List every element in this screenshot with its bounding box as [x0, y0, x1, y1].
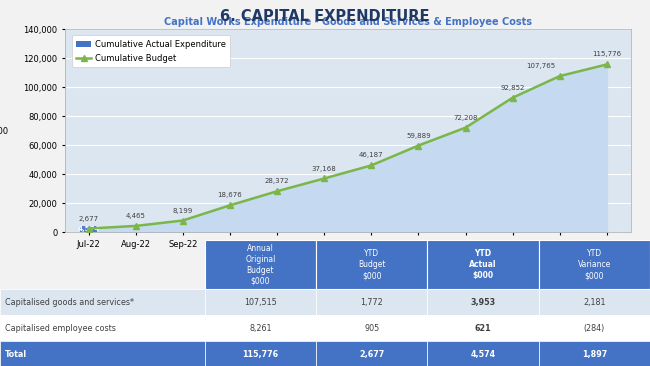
- Bar: [316, 341, 428, 366]
- Legend: Cumulative Actual Expenditure, Cumulative Budget: Cumulative Actual Expenditure, Cumulativ…: [72, 36, 231, 67]
- Bar: [0, 315, 205, 341]
- Text: 4,465: 4,465: [125, 213, 146, 219]
- Text: 8,199: 8,199: [173, 208, 193, 214]
- Text: 2,181: 2,181: [583, 298, 606, 307]
- Text: 4,574: 4,574: [471, 350, 495, 359]
- Text: 8,261: 8,261: [249, 324, 272, 333]
- Text: 46,187: 46,187: [359, 153, 383, 158]
- Bar: [316, 290, 428, 315]
- Text: 59,889: 59,889: [406, 132, 431, 139]
- Text: Capitalised goods and services*: Capitalised goods and services*: [5, 298, 134, 307]
- Text: 18,676: 18,676: [218, 193, 242, 198]
- Text: 92,852: 92,852: [500, 85, 525, 91]
- Bar: [539, 240, 650, 290]
- Text: 72,208: 72,208: [453, 115, 478, 121]
- Text: 28,372: 28,372: [265, 178, 289, 184]
- Text: YTD
Budget
$000: YTD Budget $000: [358, 249, 385, 280]
- Bar: [428, 341, 539, 366]
- Title: Capital Works Expenditure - Goods and Services & Employee Costs: Capital Works Expenditure - Goods and Se…: [164, 17, 532, 27]
- Bar: [81, 226, 97, 232]
- Text: 905: 905: [364, 324, 380, 333]
- Bar: [428, 290, 539, 315]
- Text: YTD
Variance
$000: YTD Variance $000: [578, 249, 611, 280]
- Bar: [428, 315, 539, 341]
- Bar: [428, 240, 539, 290]
- Text: Total: Total: [5, 350, 27, 359]
- Text: Annual
Original
Budget
$000: Annual Original Budget $000: [245, 243, 276, 286]
- Bar: [539, 290, 650, 315]
- Text: 621: 621: [474, 324, 491, 333]
- Bar: [316, 240, 428, 290]
- Bar: [316, 315, 428, 341]
- Bar: [539, 315, 650, 341]
- Text: 37,168: 37,168: [312, 165, 337, 172]
- Text: 2,677: 2,677: [79, 216, 99, 221]
- Bar: [0, 290, 205, 315]
- Text: 6. CAPITAL EXPENDITURE: 6. CAPITAL EXPENDITURE: [220, 9, 430, 24]
- Text: 107,515: 107,515: [244, 298, 277, 307]
- Bar: [205, 290, 316, 315]
- Text: 1,772: 1,772: [360, 298, 383, 307]
- Text: 4,574: 4,574: [77, 226, 99, 232]
- Y-axis label: $000: $000: [0, 126, 9, 135]
- Text: 1,897: 1,897: [582, 350, 607, 359]
- Text: 115,776: 115,776: [592, 52, 621, 57]
- Bar: [205, 315, 316, 341]
- Text: YTD
Actual
$000: YTD Actual $000: [469, 249, 497, 280]
- Text: Capitalised employee costs: Capitalised employee costs: [5, 324, 116, 333]
- Text: 2,677: 2,677: [359, 350, 384, 359]
- Text: 107,765: 107,765: [526, 63, 555, 69]
- Text: 3,953: 3,953: [471, 298, 495, 307]
- Bar: [0, 341, 205, 366]
- Bar: [205, 341, 316, 366]
- Bar: [539, 341, 650, 366]
- Text: (284): (284): [584, 324, 605, 333]
- Text: 115,776: 115,776: [242, 350, 278, 359]
- Bar: [205, 240, 316, 290]
